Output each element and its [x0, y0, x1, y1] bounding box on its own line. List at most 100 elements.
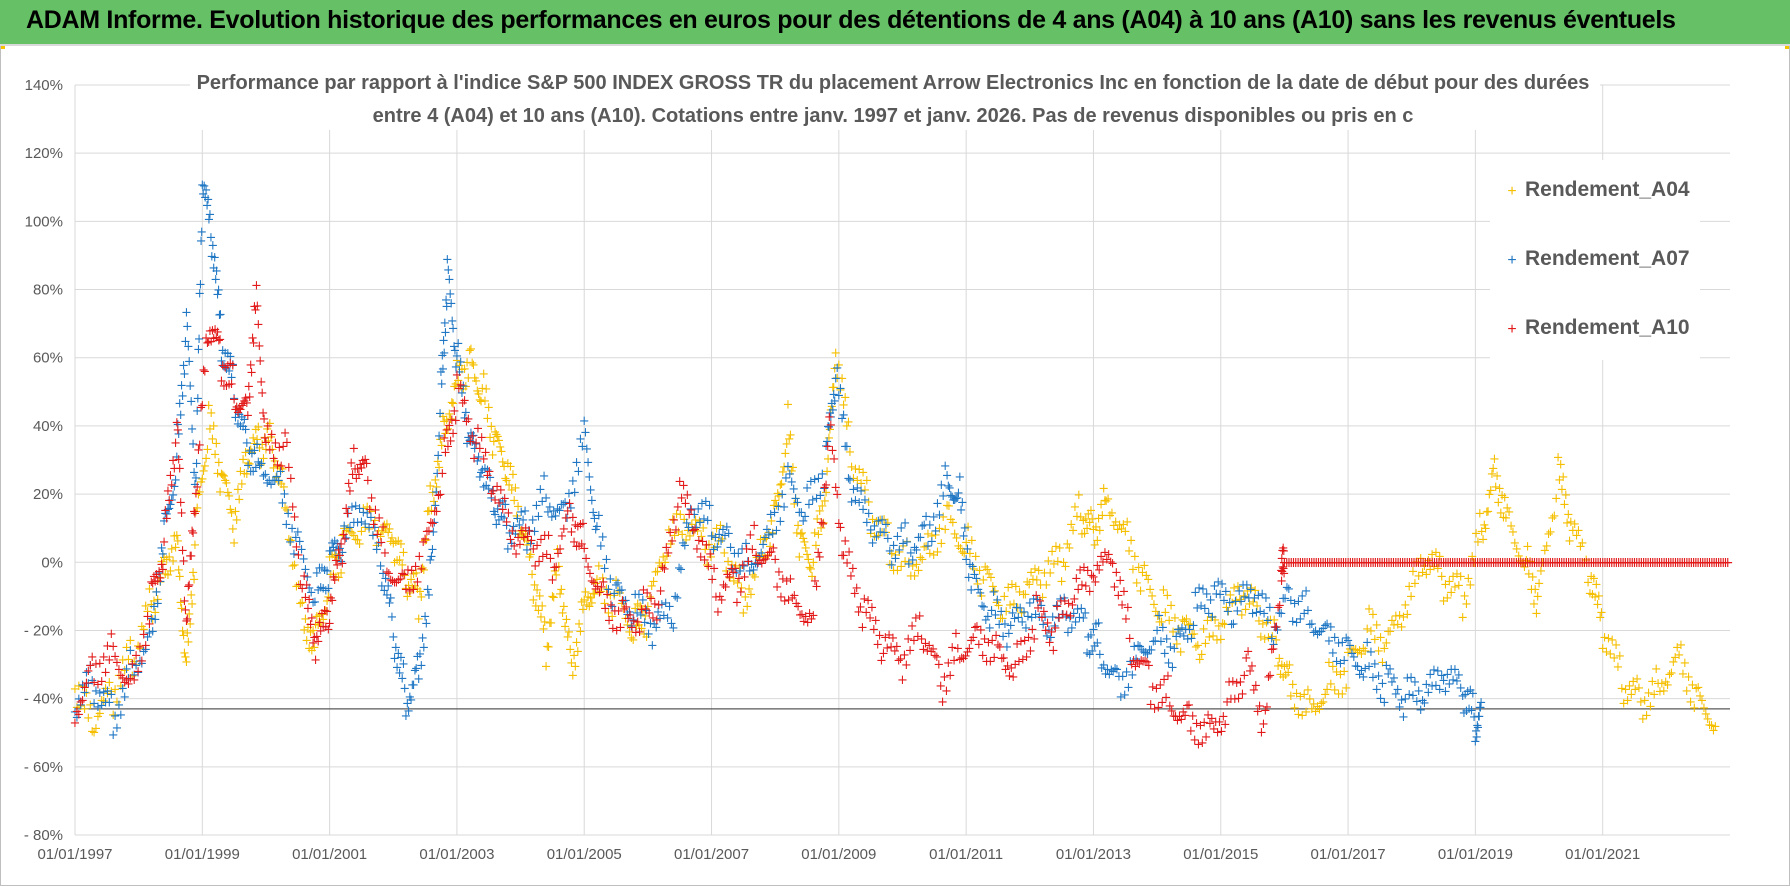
data-point: +: [485, 470, 496, 485]
data-point: +: [1022, 575, 1033, 590]
data-point: +: [1250, 679, 1261, 694]
data-point: +: [322, 564, 333, 579]
data-point: +: [1282, 658, 1293, 673]
data-point: +: [1543, 527, 1554, 542]
data-point: +: [795, 527, 806, 542]
data-point: +: [1182, 632, 1193, 647]
data-point: +: [159, 551, 170, 566]
data-point: +: [207, 238, 218, 253]
data-point: +: [213, 456, 224, 471]
data-point: +: [1217, 616, 1228, 631]
data-point: +: [467, 435, 478, 450]
data-point: +: [337, 546, 348, 561]
data-point: +: [585, 591, 596, 606]
data-point: +: [569, 648, 580, 663]
data-point: +: [473, 450, 484, 465]
data-point: +: [136, 654, 147, 669]
data-point: +: [1206, 610, 1217, 625]
data-point: +: [134, 642, 145, 657]
data-point: +: [1530, 582, 1541, 597]
data-point: +: [146, 611, 157, 626]
data-point: +: [1229, 581, 1240, 596]
data-point: +: [833, 389, 844, 404]
data-point: +: [1238, 589, 1249, 604]
data-point: +: [267, 443, 278, 458]
data-point: +: [1535, 564, 1546, 579]
data-point: +: [151, 585, 162, 600]
data-point: +: [142, 630, 153, 645]
data-point: +: [491, 428, 502, 443]
data-point: +: [362, 500, 373, 515]
data-point: +: [1634, 681, 1645, 696]
data-point: +: [829, 452, 840, 467]
data-point: +: [1154, 608, 1165, 623]
data-point: +: [888, 563, 899, 578]
data-point: +: [1231, 594, 1242, 609]
data-point: +: [1091, 520, 1102, 535]
data-point: +: [902, 534, 913, 549]
data-point: +: [1259, 632, 1270, 647]
data-point: +: [944, 499, 955, 514]
data-point: +: [700, 494, 711, 509]
data-point: +: [364, 521, 375, 536]
data-point: +: [1408, 565, 1419, 580]
data-point: +: [554, 504, 565, 519]
data-point: +: [808, 556, 819, 571]
data-point: +: [188, 437, 199, 452]
data-point: +: [1377, 655, 1388, 670]
data-point: +: [1162, 588, 1173, 603]
data-point: +: [1007, 606, 1018, 621]
data-point: +: [226, 370, 237, 385]
data-point: +: [450, 377, 461, 392]
data-point: +: [1024, 596, 1035, 611]
data-point: +: [459, 393, 470, 408]
data-point: +: [926, 529, 937, 544]
data-point: +: [457, 362, 468, 377]
data-point: +: [1697, 693, 1708, 708]
data-point: +: [426, 503, 437, 518]
data-point: +: [222, 485, 233, 500]
data-point: +: [200, 190, 211, 205]
data-point: +: [191, 457, 202, 472]
data-point: +: [161, 507, 172, 522]
data-point: +: [320, 583, 331, 598]
data-point: +: [177, 389, 188, 404]
data-point: +: [440, 427, 451, 442]
data-point: +: [924, 518, 935, 533]
data-point: +: [586, 596, 597, 611]
data-point: +: [873, 514, 884, 529]
data-point: +: [1545, 525, 1556, 540]
data-point: +: [172, 534, 183, 549]
data-point: +: [518, 524, 529, 539]
data-point: +: [965, 547, 976, 562]
data-point: +: [317, 607, 328, 622]
data-point: +: [1155, 635, 1166, 650]
data-point: +: [476, 431, 487, 446]
data-point: +: [384, 596, 395, 611]
data-point: +: [324, 544, 335, 559]
data-point: +: [675, 508, 686, 523]
data-point: +: [813, 528, 824, 543]
data-point: +: [1519, 560, 1530, 575]
data-point: +: [547, 590, 558, 605]
data-point: +: [672, 591, 683, 606]
data-point: +: [1210, 613, 1221, 628]
data-point: +: [651, 613, 662, 628]
data-point: +: [754, 550, 765, 565]
data-point: +: [1063, 625, 1074, 640]
data-point: +: [949, 493, 960, 508]
data-point: +: [823, 452, 834, 467]
data-point: +: [203, 399, 214, 414]
data-point: +: [1411, 555, 1422, 570]
data-point: +: [1124, 544, 1135, 559]
data-point: +: [1037, 590, 1048, 605]
data-point: +: [1033, 564, 1044, 579]
data-point: +: [348, 516, 359, 531]
data-point: +: [553, 559, 564, 574]
data-point: +: [1274, 599, 1285, 614]
data-point: +: [121, 662, 132, 677]
data-point: +: [510, 527, 521, 542]
data-point: +: [998, 629, 1009, 644]
data-point: +: [175, 596, 186, 611]
data-point: +: [761, 532, 772, 547]
